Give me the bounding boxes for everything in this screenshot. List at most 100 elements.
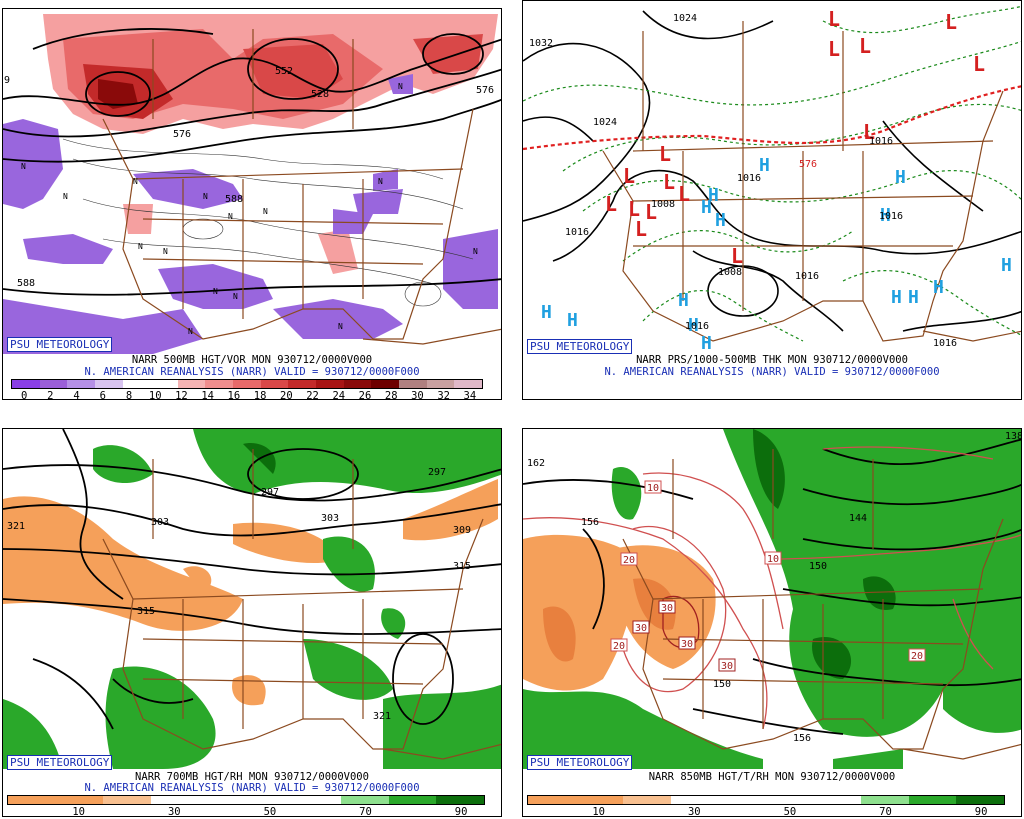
colorbar-tick-label: 16 — [227, 390, 241, 400]
colorbar-swatch — [528, 796, 576, 804]
thickness-contours — [523, 5, 1021, 342]
colorbar-tick-label: 28 — [384, 390, 398, 400]
colorbar-swatch — [198, 796, 246, 804]
low-center: L — [635, 217, 647, 241]
colorbar-swatch — [39, 380, 68, 388]
low-center: L — [678, 182, 690, 206]
colorbar-swatch — [293, 796, 342, 804]
colorbar-swatch — [956, 796, 1004, 804]
colorbar-swatch — [454, 380, 482, 388]
temperature-label: 20 — [623, 555, 635, 566]
contour-label: 162 — [527, 458, 545, 469]
colorbar-swatch — [341, 796, 389, 804]
height-contours-700mb — [3, 429, 501, 730]
height-contour-labels: 162 156 144 150 150 156 138 — [527, 431, 1022, 744]
contour-label: 156 — [793, 733, 811, 744]
high-center: H — [759, 155, 770, 176]
contour-label: 1032 — [529, 38, 553, 49]
panel-title: NARR 500MB HGT/VOR MON 930712/0000V000 — [131, 354, 373, 366]
colorbar-swatch — [765, 796, 814, 804]
high-center: H — [891, 287, 902, 308]
colorbar-tick-label: 12 — [175, 390, 188, 400]
psu-meteorology-badge: PSU METEOROLOGY — [7, 337, 113, 352]
high-center: H — [708, 185, 719, 206]
colorbar-swatch — [8, 796, 56, 804]
temperature-label: 10 — [767, 554, 779, 565]
colorbar-swatch — [55, 796, 104, 804]
colorbar-swatch — [12, 380, 40, 388]
colorbar-tick-label: 32 — [437, 390, 450, 400]
contour-label: 1016 — [879, 211, 903, 222]
contour-label: 138 — [1005, 431, 1022, 442]
colorbar-swatch — [388, 796, 437, 804]
temperature-label: 30 — [661, 603, 673, 614]
panel-subtitle: N. AMERICAN REANALYSIS (NARR) VALID = 93… — [84, 366, 420, 378]
height-contours — [3, 28, 501, 296]
contour-label: 315 — [453, 561, 471, 572]
isobars — [523, 10, 1021, 332]
colorbar-tick-label: 30 — [411, 390, 424, 400]
humidity-colorbar — [7, 795, 485, 805]
low-pressure-centers: L L L L L L L L L L L L L L L — [605, 7, 985, 268]
high-center: H — [701, 197, 712, 218]
colorbar-tick-label: 10 — [72, 806, 86, 817]
colorbar-tick-label: 50 — [263, 806, 277, 817]
psu-meteorology-badge: PSU METEOROLOGY — [527, 339, 633, 354]
positive-vorticity-fill — [43, 14, 498, 299]
svg-text:N: N — [163, 247, 168, 256]
panel-subtitle: N. AMERICAN REANALYSIS (NARR) VALID = 93… — [84, 782, 420, 794]
svg-text:N: N — [213, 287, 218, 296]
contour-label: 303 — [151, 517, 169, 528]
colorbar-swatch — [260, 380, 289, 388]
contour-label: 144 — [849, 513, 867, 524]
low-center: L — [623, 164, 635, 188]
svg-text:N: N — [378, 177, 383, 186]
height-contour-labels: 552 528 576 588 588 576 9 — [4, 66, 494, 289]
temperature-label: 20 — [911, 651, 923, 662]
contour-label: 156 — [581, 517, 599, 528]
colorbar-swatch — [150, 380, 178, 388]
vorticity-map: N N N N N N N N N N N N N N N 552 528 576 588 588 … — [3, 14, 501, 354]
colorbar-tick-label: 70 — [879, 806, 892, 817]
dry-air-fill — [3, 479, 498, 706]
svg-text:N: N — [228, 212, 233, 221]
colorbar-tick-label: 30 — [687, 806, 701, 817]
temperature-label: 10 — [647, 483, 659, 494]
low-center: L — [945, 10, 957, 34]
vorticity-colorbar-ticks: 0 2 4 6 8 10 12 14 16 18 20 22 24 26 28 30 32 34 — [11, 390, 483, 400]
contour-label: 1008 — [651, 199, 675, 210]
isotherms — [523, 446, 1021, 730]
temperature-label: 20 — [613, 641, 625, 652]
colorbar-tick-label: 50 — [783, 806, 797, 817]
high-center: H — [715, 210, 726, 231]
dry-air-fill — [523, 534, 716, 691]
colorbar-tick-label: 20 — [280, 390, 293, 400]
contour-label: 297 — [428, 467, 446, 478]
contour-label: 321 — [373, 711, 391, 722]
humidity-map-850mb: 162 156 144 150 150 156 138 10 20 30 30 … — [523, 429, 1022, 769]
panel-700mb-humidity: 321 303 297 303 309 315 315 321 297 PSU … — [2, 428, 502, 817]
contour-label: 576 — [476, 85, 494, 96]
colorbar-tick-label: 90 — [454, 806, 468, 817]
colorbar-swatch — [245, 796, 294, 804]
low-center: L — [628, 197, 640, 221]
panel-title: NARR PRS/1000-500MB THK MON 930712/0000V… — [636, 354, 908, 366]
low-center: L — [973, 52, 985, 76]
contour-label: 1024 — [673, 13, 697, 24]
contour-label: 576 — [173, 129, 191, 140]
high-pressure-centers: H H H H H H H H H H H H H H H — [541, 155, 1012, 351]
colorbar-swatch — [94, 380, 123, 388]
contour-label: 1024 — [593, 117, 617, 128]
svg-text:N: N — [203, 192, 208, 201]
high-center: H — [688, 315, 699, 336]
contour-label: 1016 — [737, 173, 761, 184]
low-center: L — [828, 7, 840, 31]
colorbar-tick-label: 22 — [306, 390, 319, 400]
contour-label: 576 — [799, 159, 817, 170]
isobar-labels: 1024 1032 1024 1016 1008 1016 1008 1016 … — [529, 13, 957, 349]
colorbar-swatch — [343, 380, 372, 388]
svg-text:N: N — [133, 177, 138, 186]
colorbar-swatch — [718, 796, 766, 804]
colorbar-swatch — [122, 380, 151, 388]
colorbar-tick-label: 24 — [332, 390, 346, 400]
